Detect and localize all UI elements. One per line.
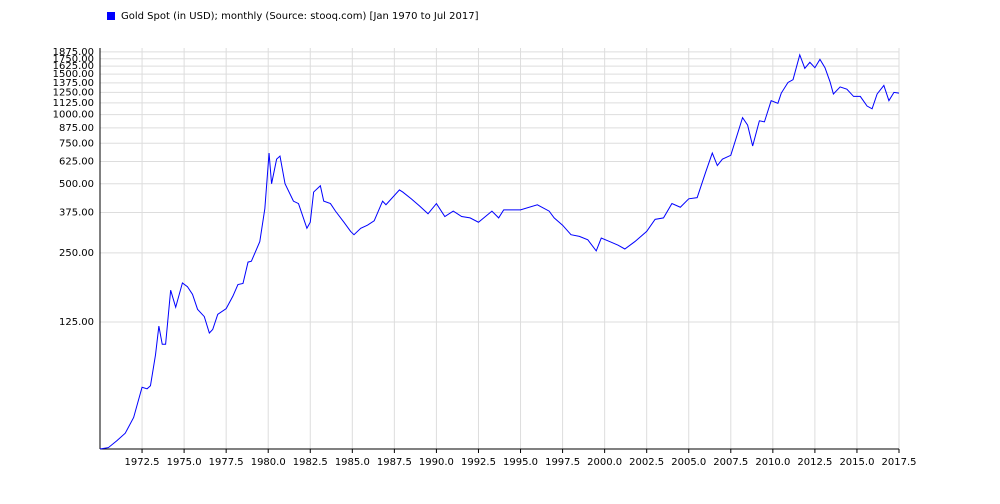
x-tick-label: 2005.0 bbox=[671, 457, 706, 468]
y-tick-label: 625.00 bbox=[59, 156, 94, 167]
x-tick-label: 2002.5 bbox=[629, 457, 664, 468]
y-tick-label: 500.00 bbox=[59, 179, 94, 190]
x-tick-label: 1990.0 bbox=[419, 457, 454, 468]
legend-label: Gold Spot (in USD); monthly (Source: sto… bbox=[121, 11, 479, 22]
x-tick-label: 2015.0 bbox=[839, 457, 874, 468]
x-tick-label: 1977.5 bbox=[209, 457, 244, 468]
y-tick-label: 1250.00 bbox=[53, 87, 94, 98]
x-tick-label: 2017.5 bbox=[882, 457, 917, 468]
y-tick-label: 1000.00 bbox=[53, 110, 94, 121]
y-tick-label: 1375.00 bbox=[53, 78, 94, 89]
legend-swatch bbox=[107, 12, 115, 20]
y-tick-label: 1750.00 bbox=[53, 54, 94, 65]
x-tick-label: 1975.0 bbox=[167, 457, 202, 468]
x-tick-label: 1972.5 bbox=[125, 457, 160, 468]
line-series bbox=[99, 53, 900, 450]
y-tick-label: 750.00 bbox=[59, 138, 94, 149]
y-tick-label: 125.00 bbox=[59, 317, 94, 328]
x-tick-label: 1980.0 bbox=[251, 457, 286, 468]
y-tick-label: 250.00 bbox=[59, 248, 94, 259]
x-tick-label: 2010.0 bbox=[755, 457, 790, 468]
y-tick-label: 1625.00 bbox=[53, 61, 94, 72]
x-tick-label: 1995.0 bbox=[503, 457, 538, 468]
y-tick-label: 1500.00 bbox=[53, 69, 94, 80]
y-tick-label: 375.00 bbox=[59, 207, 94, 218]
x-tick-label: 2012.5 bbox=[797, 457, 832, 468]
y-tick-label: 875.00 bbox=[59, 123, 94, 134]
y-tick-label: 1875.00 bbox=[53, 47, 94, 58]
x-tick-label: 1987.5 bbox=[377, 457, 412, 468]
x-tick-label: 1985.0 bbox=[335, 457, 370, 468]
y-tick-label: 1125.00 bbox=[53, 98, 94, 109]
x-tick-label: 2007.5 bbox=[713, 457, 748, 468]
x-tick-label: 2000.0 bbox=[587, 457, 622, 468]
x-tick-label: 1982.5 bbox=[293, 457, 328, 468]
x-tick-label: 1997.5 bbox=[545, 457, 580, 468]
x-tick-label: 1992.5 bbox=[461, 457, 496, 468]
